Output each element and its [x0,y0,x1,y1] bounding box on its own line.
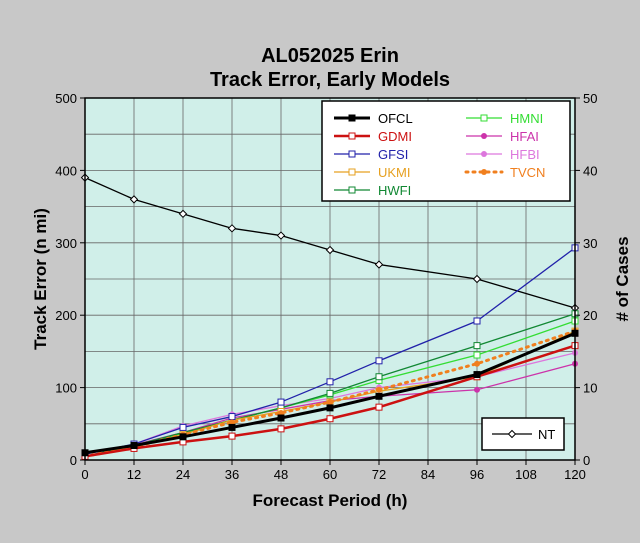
tick-labels: 0 12 24 36 48 60 72 84 96 108 12001002003004005000… [55,91,597,482]
x-tick-label: 108 [515,467,537,482]
data-point-nt [276,231,286,240]
x-tick-label: 24 [176,467,190,482]
legend-label-hwfi: HWFI [378,183,411,198]
legend-label-hfai: HFAI [510,129,539,144]
data-point-nt [374,260,384,269]
legend-label-nt: NT [538,427,555,442]
legend-marker-gfsi [348,150,356,158]
x-axis-label: Forecast Period (h) [253,491,408,510]
legend-label-tvcn: TVCN [510,165,545,180]
data-point-gfsi [473,317,481,325]
x-tick-label: 120 [564,467,586,482]
x-tick-label: 60 [323,467,337,482]
y2-tick-label: 40 [583,163,597,178]
data-point-gdmi [326,415,334,423]
data-point-nt [472,274,482,284]
y-tick-label: 200 [55,308,77,323]
data-point-ofcl [375,392,383,400]
data-point-hfai [474,386,480,393]
y2-tick-label: 0 [583,453,590,468]
x-tick-label: 84 [421,467,435,482]
data-point-hwfi [375,373,383,381]
data-point-tvcn [278,409,284,416]
data-point-nt [325,245,335,255]
data-point-nt [178,209,188,219]
y-axis-label: Track Error (n mi) [31,208,50,350]
y2-tick-label: 10 [583,381,597,396]
x-tick-label: 48 [274,467,288,482]
y-tick-label: 400 [55,163,77,178]
y2-axis-label: # of Cases [613,236,632,321]
legend-label-ofcl: OFCL [378,111,413,126]
series-nt [80,173,580,313]
y2-tick-label: 50 [583,91,597,106]
data-point-ofcl [326,404,334,412]
legend-label-gdmi: GDMI [378,129,412,144]
legend-label-hmni: HMNI [510,111,543,126]
legend-marker-ukmi [348,168,356,176]
y2-tick-label: 30 [583,236,597,251]
y-tick-label: 300 [55,236,77,251]
legend-label-hfbi: HFBI [510,147,540,162]
y-tick-label: 100 [55,381,77,396]
chart-title: AL052025 Erin [261,45,399,67]
data-point-gfsi [228,413,236,421]
legend-label-gfsi: GFSI [378,147,408,162]
legend-marker-hwfi [348,186,356,194]
data-point-tvcn [376,386,382,393]
legend-marker-gdmi [348,132,356,140]
x-tick-label: 72 [372,467,386,482]
data-point-hmni [473,351,481,359]
x-tick-label: 0 [81,467,88,482]
data-point-gdmi [375,403,383,411]
data-point-nt [227,224,237,233]
legend-marker-hfai [481,133,487,139]
legend-marker-nt [507,429,517,439]
data-point-gdmi [228,432,236,440]
chart-subtitle: Track Error, Early Models [210,69,450,91]
data-point-ofcl [277,414,285,422]
data-point-gfsi [277,398,285,406]
legend-marker-ofcl [348,114,356,122]
x-tick-label: 12 [127,467,141,482]
data-point-hwfi [326,389,334,397]
data-point-gfsi [179,423,187,431]
data-point-gdmi [277,425,285,433]
legend-marker-hmni [480,114,488,122]
legend: OFCL GDMI GFSI UKMI HWFI HMNI HFAI HFBI TVCN [321,100,571,202]
data-point-tvcn [229,419,235,426]
legend-marker-tvcn [481,169,487,175]
data-point-hwfi [473,342,481,350]
data-point-ofcl [228,423,236,431]
data-point-gfsi [326,378,334,386]
series-group [80,173,580,460]
y-tick-label: 500 [55,91,77,106]
legend-label-ukmi: UKMI [378,165,411,180]
x-tick-label: 36 [225,467,239,482]
x-tick-label: 96 [470,467,484,482]
y2-tick-label: 20 [583,308,597,323]
legend-marker-hfbi [481,151,487,157]
data-point-gfsi [375,357,383,365]
y-tick-label: 0 [70,453,77,468]
data-point-ofcl [130,442,138,450]
data-point-ofcl [473,371,481,379]
data-point-nt [129,195,139,204]
data-point-ofcl [179,433,187,441]
legend-secondary: NT [481,417,565,451]
data-point-tvcn [474,360,480,367]
data-point-tvcn [327,399,333,406]
